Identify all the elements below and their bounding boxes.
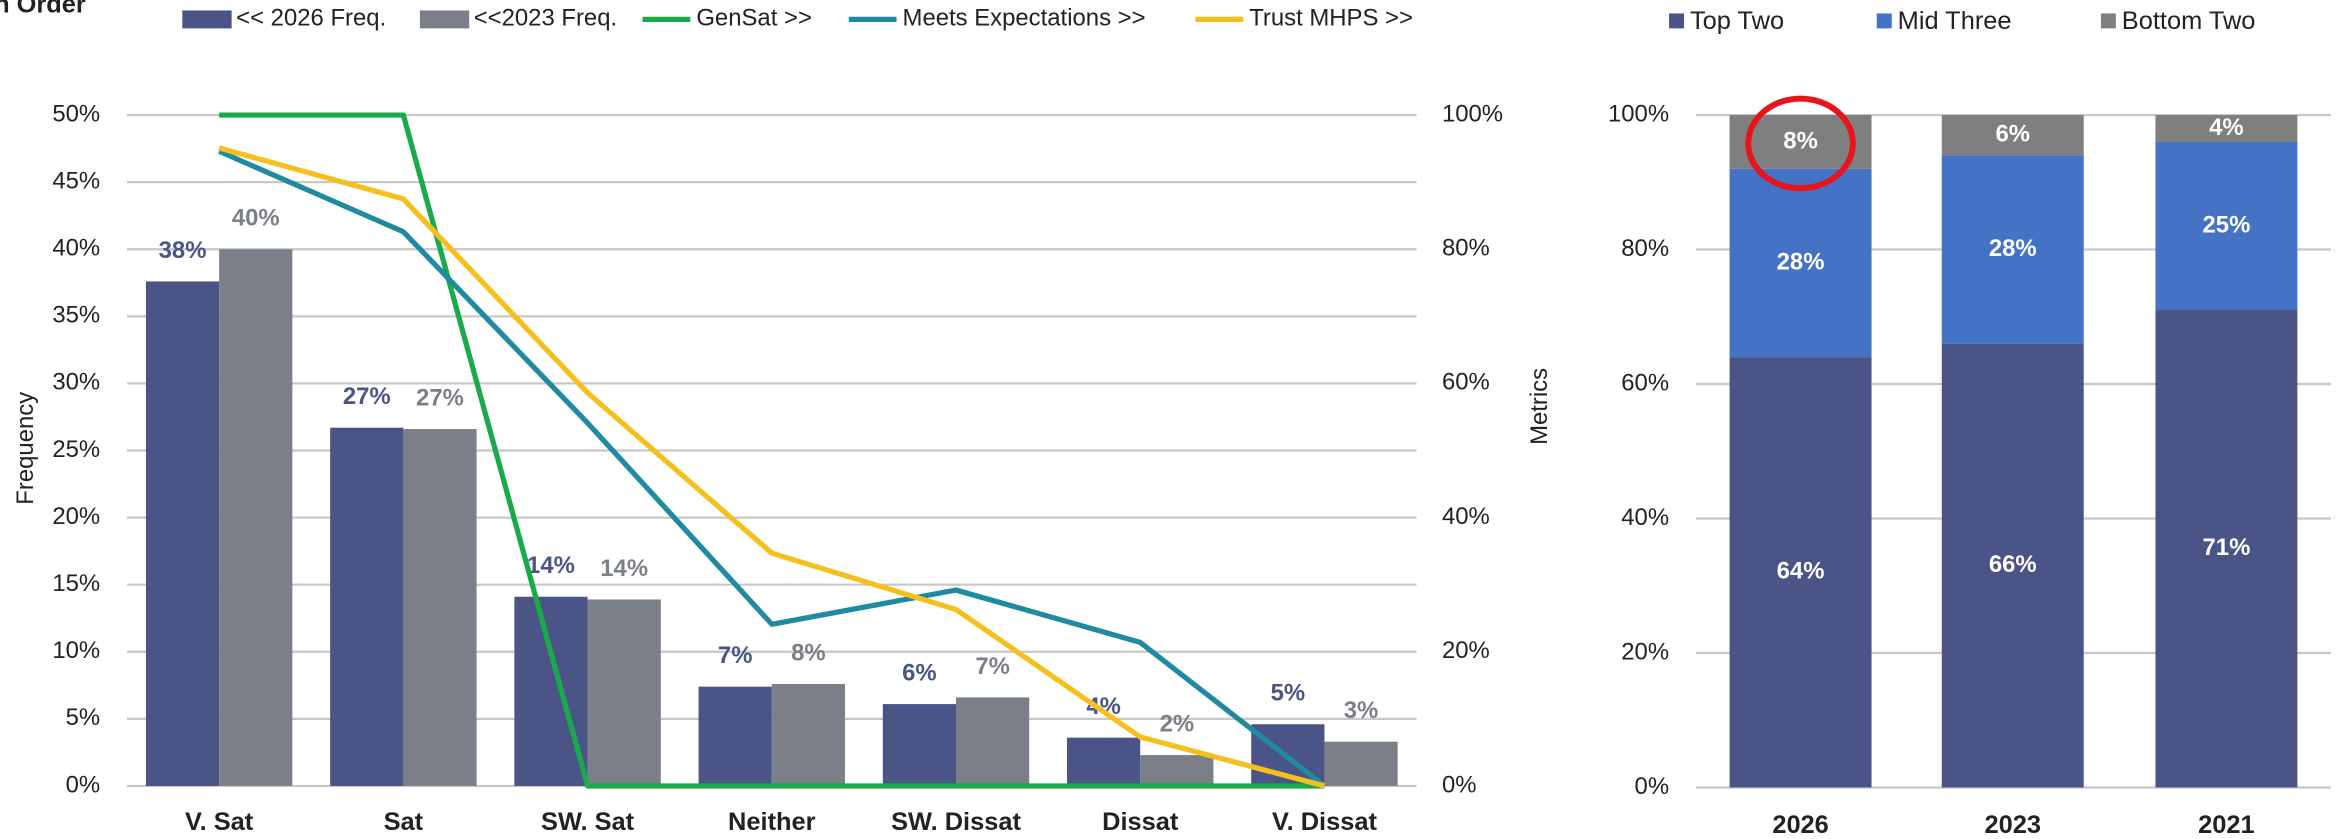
data-label: 5% xyxy=(1271,680,1306,707)
bar xyxy=(514,596,588,786)
y-axis-label: Frequency xyxy=(12,392,39,505)
bar xyxy=(956,697,1030,786)
line xyxy=(218,148,1327,789)
y-tick-label: 20% xyxy=(1621,638,1669,665)
x-tick-label: 2023 xyxy=(1984,811,2040,839)
data-label: 7% xyxy=(718,642,753,669)
y-tick-label: 30% xyxy=(52,369,100,396)
y2-tick-label: 60% xyxy=(1442,369,1490,396)
y-tick-label: 35% xyxy=(52,302,100,329)
y-tick-label: 0% xyxy=(66,771,101,798)
legend-swatch xyxy=(2100,13,2116,29)
bar-segment xyxy=(1941,343,2084,788)
x-tick-label: SW. Sat xyxy=(541,808,635,836)
data-label: 3% xyxy=(1344,697,1379,724)
data-label: 14% xyxy=(527,552,575,579)
data-label: 25% xyxy=(2202,211,2250,238)
legend-label: Top Two xyxy=(1690,7,1784,35)
data-label: 64% xyxy=(1777,558,1825,585)
bar-segment xyxy=(2155,141,2298,311)
x-tick-label: V. Dissat xyxy=(1272,808,1377,836)
legend-swatch xyxy=(182,10,232,29)
y2-tick-label: 80% xyxy=(1442,235,1490,262)
x-tick-label: Sat xyxy=(384,808,424,836)
legend-label: << 2026 Freq. xyxy=(236,5,386,32)
legend-label: <<2023 Freq. xyxy=(474,5,617,32)
bar xyxy=(330,427,404,786)
line xyxy=(218,145,1326,789)
data-label: 28% xyxy=(1777,248,1825,275)
x-tick-label: Dissat xyxy=(1102,808,1179,836)
bar-segment xyxy=(1941,155,2084,344)
y2-axis-label: Metrics xyxy=(1526,368,1553,445)
data-label: 14% xyxy=(600,555,648,582)
legend-label: GenSat >> xyxy=(696,5,812,32)
data-label: 71% xyxy=(2202,534,2250,561)
bar xyxy=(145,281,220,786)
data-label: 8% xyxy=(1783,127,1818,154)
data-label: 6% xyxy=(1995,121,2030,148)
chart-title: n Order xyxy=(0,0,86,19)
y-tick-label: 15% xyxy=(52,570,100,597)
y-tick-label: 5% xyxy=(66,704,101,731)
data-label: 27% xyxy=(416,384,464,411)
y2-tick-label: 0% xyxy=(1442,771,1477,798)
bar-segment xyxy=(2155,115,2298,142)
bar-segment xyxy=(2155,310,2298,788)
bar xyxy=(698,686,772,786)
data-label: 66% xyxy=(1989,551,2037,578)
y-tick-label: 10% xyxy=(52,637,100,664)
bar xyxy=(403,429,477,786)
bar xyxy=(219,249,293,786)
data-label: 6% xyxy=(902,660,937,687)
y-tick-label: 25% xyxy=(52,436,100,463)
x-tick-label: 2021 xyxy=(2198,811,2254,839)
data-label: 7% xyxy=(975,653,1010,680)
legend-swatch xyxy=(419,10,470,29)
legend-label: Meets Expectations >> xyxy=(903,5,1146,32)
legend-swatch xyxy=(1876,13,1892,29)
y-tick-label: 40% xyxy=(1621,504,1669,531)
data-label: 4% xyxy=(1086,693,1121,720)
legend-swatch xyxy=(1669,13,1685,29)
data-label: 40% xyxy=(232,205,280,232)
y2-tick-label: 20% xyxy=(1442,637,1490,664)
bar-segment xyxy=(1729,168,1872,358)
y-tick-label: 100% xyxy=(1608,100,1669,127)
legend-label: Bottom Two xyxy=(2122,7,2256,35)
bar xyxy=(1067,737,1141,786)
bar xyxy=(882,704,957,786)
y-tick-label: 20% xyxy=(52,503,100,530)
data-label: 2% xyxy=(1160,711,1195,738)
x-tick-label: SW. Dissat xyxy=(891,808,1021,836)
data-label: 27% xyxy=(343,383,391,410)
y-tick-label: 60% xyxy=(1621,369,1669,396)
legend-label: Mid Three xyxy=(1898,7,2012,35)
y-tick-label: 45% xyxy=(52,167,100,194)
y-tick-label: 80% xyxy=(1621,235,1669,262)
y-tick-label: 50% xyxy=(52,100,100,127)
line xyxy=(219,112,1325,789)
y-tick-label: 40% xyxy=(52,235,100,262)
bar xyxy=(587,599,661,786)
bar xyxy=(1324,741,1398,786)
data-label: 4% xyxy=(2209,114,2244,141)
bar-segment xyxy=(1729,357,1872,788)
highlight-circle xyxy=(1745,95,1856,192)
y-tick-label: 0% xyxy=(1635,773,1670,800)
bar xyxy=(771,683,846,786)
y2-tick-label: 100% xyxy=(1442,100,1503,127)
data-label: 28% xyxy=(1989,235,2037,262)
legend-label: Trust MHPS >> xyxy=(1249,5,1413,32)
x-tick-label: 2026 xyxy=(1772,811,1828,839)
x-tick-label: Neither xyxy=(728,808,816,836)
x-tick-label: V. Sat xyxy=(185,808,254,836)
bar xyxy=(1140,755,1214,786)
data-label: 8% xyxy=(791,639,826,666)
data-label: 38% xyxy=(159,237,207,264)
bar-segment xyxy=(1941,115,2084,156)
y2-tick-label: 40% xyxy=(1442,503,1490,530)
